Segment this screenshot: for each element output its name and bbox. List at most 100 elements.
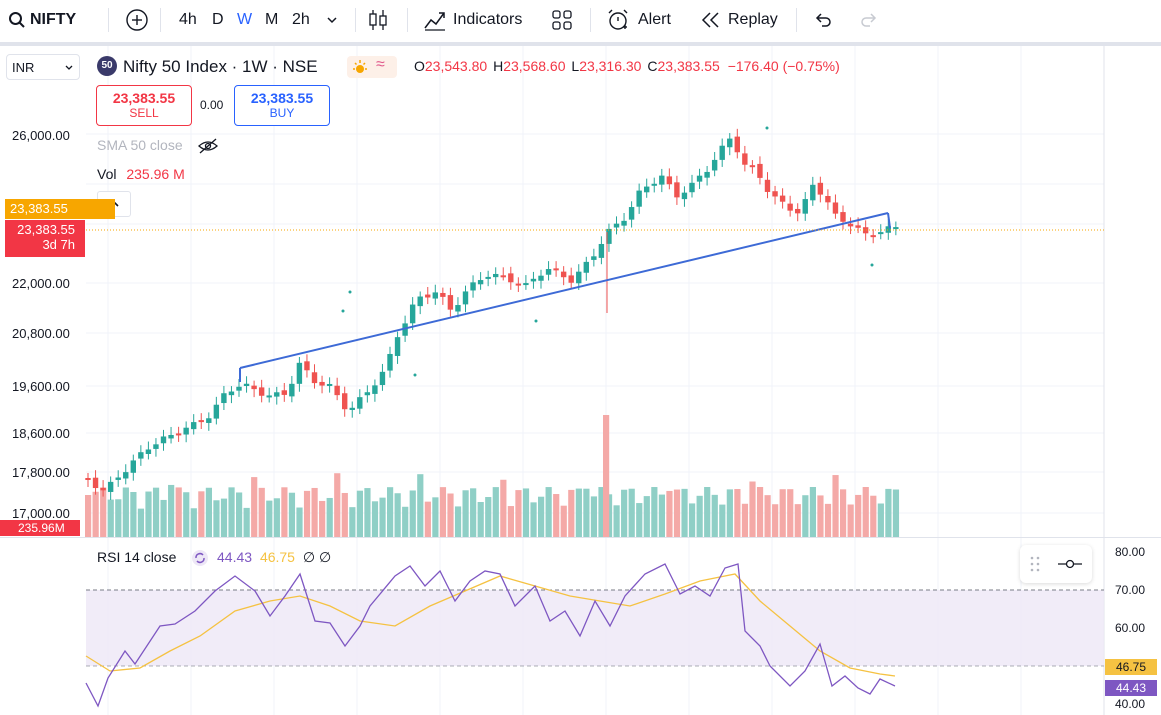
volume-bar — [243, 507, 250, 537]
candle-body — [523, 283, 529, 286]
candle-body — [795, 208, 801, 214]
interval-4h[interactable]: 4h — [179, 11, 197, 28]
volume-bar — [809, 487, 816, 537]
chart-type-button[interactable] — [368, 0, 388, 40]
sell-button[interactable]: 23,383.55 SELL — [96, 85, 192, 126]
volume-bars — [85, 415, 900, 537]
volume-bar — [281, 487, 288, 537]
volume-bar — [439, 487, 447, 537]
alert-button[interactable]: Alert — [606, 0, 671, 40]
candle-body — [659, 175, 665, 185]
volume-bar — [568, 489, 575, 537]
volume-bar — [334, 473, 341, 537]
sma-legend[interactable]: SMA 50 close — [97, 137, 183, 153]
collapse-pane-icon[interactable] — [1056, 558, 1084, 570]
candle-body — [711, 159, 718, 171]
rsi-tick: 80.00 — [1115, 545, 1146, 559]
grid-icon — [552, 10, 572, 30]
candle-body — [825, 196, 831, 203]
sell-label: SELL — [129, 106, 159, 120]
volume-bar — [319, 500, 326, 537]
drag-handle-icon[interactable] — [1030, 556, 1040, 572]
redo-icon — [861, 13, 877, 27]
candle-body — [455, 305, 461, 312]
candle-body — [447, 295, 454, 310]
refresh-icon[interactable] — [191, 549, 209, 567]
candle-body — [394, 337, 401, 356]
last-price-tag: 23,383.55 3d 7h — [5, 220, 85, 257]
candle-body — [636, 190, 642, 207]
volume-bar — [168, 484, 175, 537]
market-status-badge[interactable]: ≈ — [347, 56, 397, 78]
marker-dot — [341, 309, 345, 313]
close-label: C — [647, 58, 658, 74]
volume-bar — [787, 489, 794, 537]
low-value: 23,316.30 — [579, 58, 642, 74]
candle-body — [92, 477, 99, 489]
vol-legend[interactable]: Vol 235.96 M — [97, 166, 185, 182]
candle-body — [862, 227, 869, 234]
interval-m[interactable]: M — [265, 11, 279, 28]
add-symbol-button[interactable] — [125, 0, 149, 40]
layouts-button[interactable] — [551, 0, 573, 40]
volume-bar — [296, 507, 303, 537]
volume-bar — [454, 506, 462, 537]
legend-title[interactable]: Nifty 50 Index · 1W · NSE — [123, 57, 318, 76]
redo-button[interactable] — [859, 0, 879, 40]
divider — [407, 8, 408, 32]
candle-body — [696, 175, 703, 182]
candle-body — [628, 207, 635, 220]
eye-hidden-icon[interactable] — [197, 138, 219, 154]
interval-w[interactable]: W — [237, 11, 253, 28]
candle-body — [477, 280, 484, 285]
volume-bar — [885, 488, 892, 537]
price-chart[interactable] — [0, 46, 1161, 715]
volume-bar — [772, 504, 779, 537]
candle-body — [130, 460, 136, 473]
candle-body — [221, 393, 227, 404]
volume-bar — [364, 488, 371, 537]
undo-button[interactable] — [813, 0, 833, 40]
pane-divider[interactable] — [0, 537, 1161, 538]
volume-bar — [107, 499, 114, 537]
interval-dropdown[interactable] — [326, 0, 338, 40]
current-price-tag-value: 23,383.55 — [10, 201, 68, 216]
candle-body — [802, 199, 808, 214]
candle-body — [206, 418, 212, 423]
replay-button[interactable]: Replay — [700, 0, 778, 40]
volume-bar — [198, 491, 205, 537]
volume-bar — [288, 492, 296, 537]
volume-bar — [379, 497, 386, 537]
volume-bar — [603, 415, 610, 537]
candle-body — [674, 182, 680, 198]
candle-body — [85, 478, 91, 480]
volume-bar — [711, 494, 718, 537]
volume-tag: 235.96M — [0, 520, 80, 536]
volume-bar — [847, 504, 854, 537]
buy-button[interactable]: 23,383.55 BUY — [234, 85, 330, 126]
volume-bar — [862, 487, 869, 537]
volume-bar — [666, 490, 673, 537]
volume-bar — [462, 490, 469, 537]
currency-select[interactable]: INR — [6, 54, 80, 80]
rewind-icon — [701, 12, 719, 28]
candle-body — [342, 393, 348, 410]
volume-bar — [892, 489, 900, 537]
symbol-search[interactable]: NIFTY — [8, 0, 76, 40]
volume-bar — [417, 474, 424, 537]
sell-price: 23,383.55 — [112, 90, 176, 106]
candle-body — [719, 145, 725, 160]
volume-bar — [651, 487, 658, 537]
candle-body — [545, 269, 552, 275]
candle-body — [613, 223, 620, 228]
volume-bar — [432, 497, 439, 537]
volume-bar — [371, 501, 379, 537]
change-value: −176.40 (−0.75%) — [727, 58, 840, 74]
indicators-button[interactable]: Indicators — [423, 0, 522, 40]
interval-d[interactable]: D — [212, 11, 224, 28]
candle-body — [598, 243, 605, 258]
volume-bar — [756, 487, 764, 537]
open-value: 23,543.80 — [424, 58, 488, 74]
rsi-legend[interactable]: RSI 14 close — [97, 549, 176, 565]
interval-2h[interactable]: 2h — [292, 11, 310, 28]
